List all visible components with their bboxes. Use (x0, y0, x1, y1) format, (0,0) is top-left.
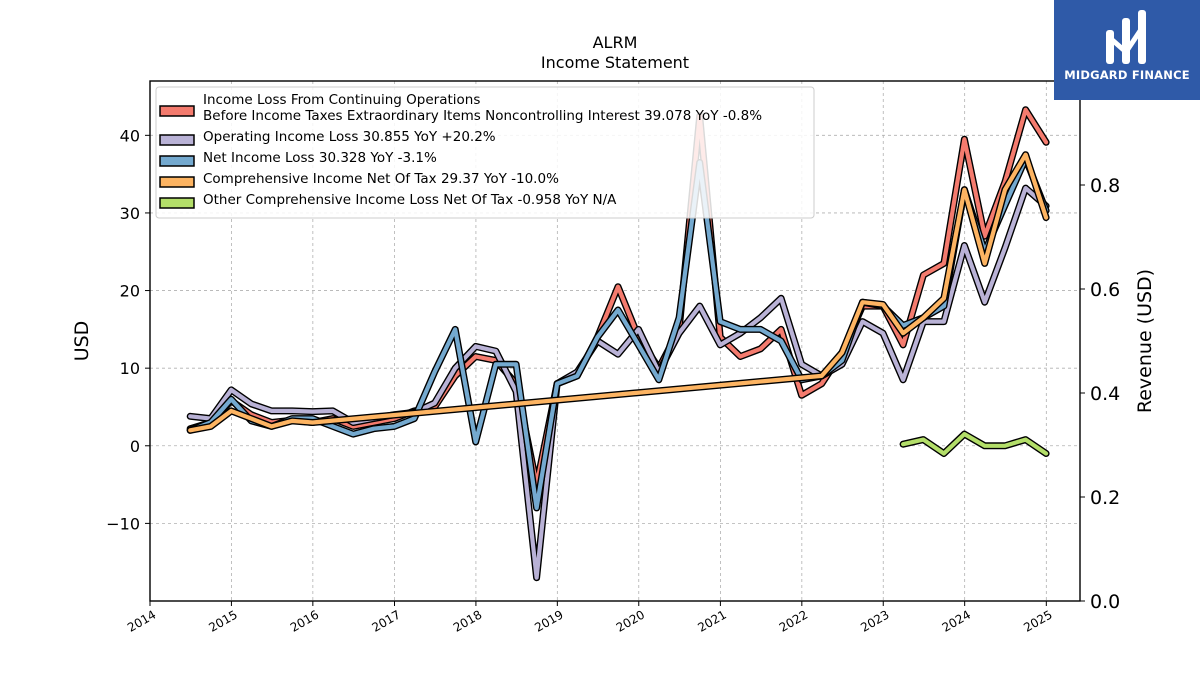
y-tick-label: 0 (130, 437, 140, 456)
series-line-2 (188, 186, 1049, 580)
chart-subtitle: Income Statement (541, 53, 689, 72)
y-tick-label: −10 (106, 514, 140, 533)
y-axis-label: USD (71, 321, 93, 362)
brand-logo: MIDGARD FINANCE (1054, 0, 1200, 100)
y-tick-label: 40 (120, 126, 140, 145)
x-tick-label: 2021 (695, 607, 728, 634)
x-tick-label: 2016 (288, 607, 321, 634)
legend-swatch-5 (159, 197, 195, 209)
legend-swatch-1 (159, 105, 195, 117)
plot-frame (149, 80, 1081, 602)
series-outline-2 (186, 184, 1050, 582)
y2-tick-label: 0.8 (1090, 175, 1120, 197)
x-tick-label: 2024 (940, 607, 973, 634)
y2-axis: 0.0 0.2 0.4 0.6 0.8 (1080, 175, 1120, 613)
y2-tick-label: 0.4 (1090, 383, 1120, 405)
series-layer (186, 106, 1050, 582)
x-tick-label: 2025 (1021, 607, 1054, 634)
x-axis: 2014 2015 2016 2017 2018 2019 2020 2021 2022 2023… (125, 601, 1055, 635)
legend-swatch-4 (159, 176, 195, 188)
legend-swatch-2 (159, 134, 195, 146)
x-tick-label: 2015 (206, 607, 239, 634)
x-tick-label: 2023 (858, 607, 891, 634)
x-tick-label: 2020 (614, 607, 647, 634)
legend-label-4: Comprehensive Income Net Of Tax 29.37 Yo… (203, 171, 559, 187)
series-outline-5 (899, 430, 1050, 457)
series-line-5 (900, 432, 1049, 456)
series-line-3 (188, 156, 1049, 510)
legend: Income Loss From Continuing OperationsBe… (155, 86, 815, 219)
x-tick-label: 2017 (369, 607, 402, 634)
x-tick-label: 2014 (125, 607, 158, 634)
legend-label-3: Net Income Loss 30.328 YoY -3.1% (203, 150, 437, 166)
series-line-4 (188, 152, 1049, 433)
y-axis: −10 0 10 20 30 40 (106, 126, 150, 533)
x-tick-label: 2022 (777, 607, 810, 634)
x-tick-label: 2019 (532, 607, 565, 634)
y2-axis-label: Revenue (USD) (1134, 269, 1156, 413)
legend-swatch-3 (159, 155, 195, 167)
brand-name: MIDGARD FINANCE (1064, 68, 1190, 82)
chart-title: ALRM (593, 33, 638, 52)
legend-label-1: Before Income Taxes Extraordinary Items … (203, 108, 762, 124)
x-tick-label: 2018 (451, 607, 484, 634)
y2-tick-label: 0.2 (1090, 487, 1120, 509)
y2-tick-label: 0.0 (1090, 591, 1120, 613)
legend-label-5: Other Comprehensive Income Loss Net Of T… (203, 192, 617, 208)
y-tick-label: 10 (120, 359, 140, 378)
legend-label-1: Income Loss From Continuing Operations (203, 92, 480, 108)
y-tick-label: 20 (120, 282, 140, 301)
y-tick-label: 30 (120, 204, 140, 223)
midgard-logo-icon (1106, 10, 1146, 64)
y2-tick-label: 0.6 (1090, 279, 1120, 301)
legend-box (155, 86, 815, 219)
legend-label-2: Operating Income Loss 30.855 YoY +20.2% (203, 129, 496, 145)
